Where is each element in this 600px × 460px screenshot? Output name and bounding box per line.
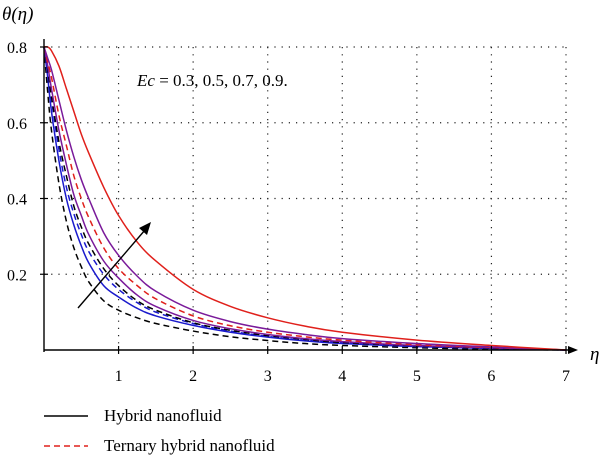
x-tick-label: 1 [115,368,123,385]
increase-arrowhead [139,222,151,235]
x-axis-label: η [590,344,599,365]
y-tick-label: 0.4 [7,192,27,209]
x-tick-label: 6 [487,368,495,385]
x-tick-label: 3 [264,368,272,385]
increase-arrow-line [77,229,146,309]
series-line-1 [43,46,567,351]
legend-label-ternary: Ternary hybrid nanofluid [104,436,275,455]
ec-values: = 0.3, 0.5, 0.7, 0.9. [155,71,288,90]
x-tick-label: 4 [338,368,346,385]
legend-label-hybrid: Hybrid nanofluid [104,406,222,425]
legend: Hybrid nanofluid Ternary hybrid nanoflui… [44,406,275,455]
ec-annotation: Ec = 0.3, 0.5, 0.7, 0.9. [136,71,288,90]
y-tick-label: 0.8 [7,40,27,57]
series-line-7 [43,46,567,351]
x-tick-label: 7 [562,368,570,385]
increase-arrow [77,222,151,309]
series-group [43,45,567,351]
series-line-5 [43,46,567,351]
y-tick-label: 0.2 [7,267,27,284]
tick-labels: 1 2 3 4 5 6 7 0.2 0.4 0.6 0.8 [7,40,570,385]
y-axis-label: θ(η) [2,4,33,25]
series-line-4 [43,46,567,351]
series-line-6 [43,46,567,351]
legend-item-hybrid: Hybrid nanofluid [44,406,222,425]
grid [44,46,567,350]
series-line-3 [43,46,567,351]
axes [43,39,578,354]
series-line-8 [43,45,567,351]
x-tick-label: 2 [189,368,197,385]
legend-item-ternary: Ternary hybrid nanofluid [44,436,275,455]
ec-parameter: Ec [136,71,155,90]
x-axis-arrowhead [568,346,578,354]
series-line-2 [43,46,567,351]
x-tick-label: 5 [413,368,421,385]
y-tick-label: 0.6 [7,116,27,133]
